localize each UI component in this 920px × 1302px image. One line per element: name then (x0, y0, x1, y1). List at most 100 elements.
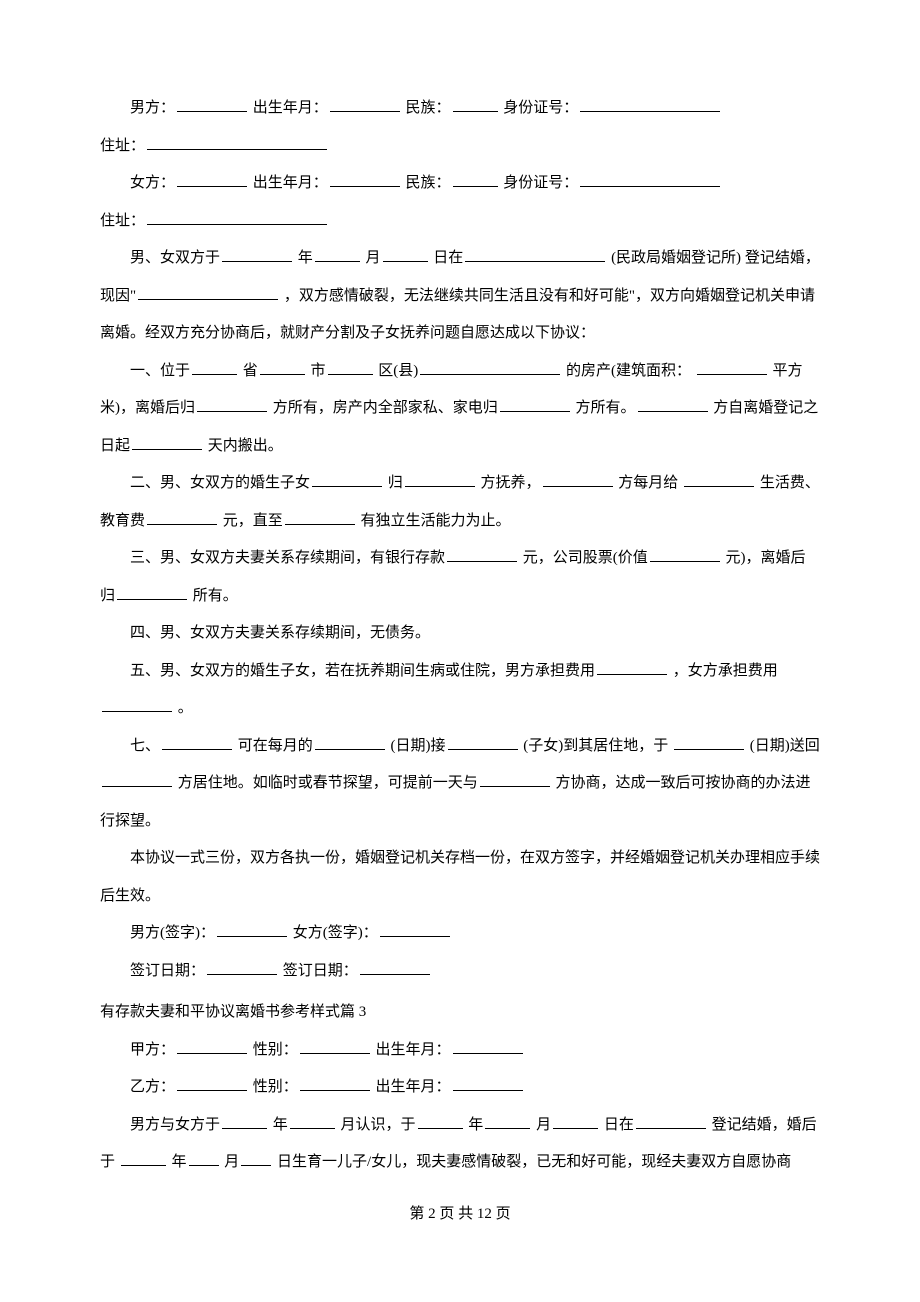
male-ethnicity-label: 民族： (406, 100, 451, 116)
blank-province (192, 357, 237, 375)
female-party-line-2: 住址： (100, 203, 820, 241)
male-party-line-1: 男方： 出生年月： 民族： 身份证号： (100, 90, 820, 128)
s3f: 日在 (604, 1117, 634, 1133)
clause-4: 四、男、女双方夫妻关系存续期间，无债务。 (100, 615, 820, 653)
c2d: 方每月给 (618, 475, 678, 491)
blank-belongs (117, 582, 187, 600)
blank-s3-d3 (241, 1148, 271, 1166)
blank-male-address (147, 132, 327, 150)
sig-female: 女方(签字)： (293, 925, 378, 941)
pa-dob: 出生年月： (376, 1042, 451, 1058)
blank-amount (147, 507, 217, 525)
female-ethnicity-label: 民族： (406, 175, 451, 191)
preamble-1b: 年 (298, 250, 313, 266)
blank-female-address (147, 207, 327, 225)
c3d: 所有。 (193, 588, 238, 604)
blank-s3-place (636, 1111, 706, 1129)
signature-line: 男方(签字)： 女方(签字)： (100, 915, 820, 953)
c5a: 五、男、女双方的婚生子女，若在抚养期间生病或住院，男方承担费用 (130, 663, 595, 679)
preamble-1e: (民政局婚姻登记所) (611, 250, 741, 266)
s3d: 年 (468, 1117, 483, 1133)
blank-custody (405, 469, 475, 487)
pa-label: 甲方： (130, 1042, 175, 1058)
c7d: (子女)到其居住地，于 (523, 738, 668, 754)
blank-date1 (207, 957, 277, 975)
female-label: 女方： (130, 175, 175, 191)
blank-sig-male (217, 919, 287, 937)
s3a: 男方与女方于 (130, 1117, 220, 1133)
c2a: 二、男、女双方的婚生子女 (130, 475, 310, 491)
male-id-label: 身份证号： (503, 100, 578, 116)
s3-preamble: 男方与女方于 年 月认识，于 年 月 日在 登记结婚，婚后于 年 月 日生育一儿… (100, 1107, 820, 1182)
date1: 签订日期： (130, 963, 205, 979)
blank-pa-dob (453, 1036, 523, 1054)
date-line: 签订日期： 签订日期： (100, 953, 820, 991)
blank-year (222, 244, 292, 262)
blank-days (132, 432, 202, 450)
c5c: 。 (178, 700, 193, 716)
preamble-para: 男、女双方于 年 月 日在 (民政局婚姻登记所) 登记结婚，现因" ，双方感情破… (100, 240, 820, 353)
c1b: 省 (243, 363, 258, 379)
blank-place (465, 244, 605, 262)
s3-title-text: 有存款夫妻和平协议离婚书参考样式篇 3 (100, 1004, 366, 1020)
clause-1: 一、位于 省 市 区(县) 的房产(建筑面积： 平方米)，离婚后归 方所有，房产… (100, 353, 820, 466)
male-party-line-2: 住址： (100, 128, 820, 166)
blank-male-name (177, 94, 247, 112)
preamble-1a: 男、女双方于 (130, 250, 220, 266)
sig-male: 男方(签字)： (130, 925, 215, 941)
blank-pb-gender (300, 1073, 370, 1091)
c2b: 归 (388, 475, 403, 491)
blank-sig-female (380, 919, 450, 937)
blank-male-ethnicity (453, 94, 498, 112)
pb-label: 乙方： (130, 1079, 175, 1095)
blank-pb-dob (453, 1073, 523, 1091)
s3i: 月 (224, 1154, 239, 1170)
male-dob-label: 出生年月： (253, 100, 328, 116)
blank-consult (480, 769, 550, 787)
blank-owner1 (197, 394, 267, 412)
c7e: (日期)送回 (750, 738, 820, 754)
footer-prefix: 第 (409, 1206, 424, 1222)
section-3-title: 有存款夫妻和平协议离婚书参考样式篇 3 (100, 994, 820, 1032)
female-party-line-1: 女方： 出生年月： 民族： 身份证号： (100, 165, 820, 203)
blank-return-to (102, 769, 172, 787)
c1j: 天内搬出。 (208, 438, 283, 454)
blank-deposit (447, 544, 517, 562)
blank-area (697, 357, 767, 375)
s3e: 月 (536, 1117, 551, 1133)
s3h: 年 (172, 1154, 187, 1170)
c1h: 方所有。 (576, 400, 636, 416)
blank-city (260, 357, 305, 375)
c2c: 方抚养， (481, 475, 541, 491)
party-a-line: 甲方： 性别： 出生年月： (100, 1032, 820, 1070)
blank-male-expense (597, 657, 667, 675)
blank-owner2 (500, 394, 570, 412)
clause-5: 五、男、女双方的婚生子女，若在抚养期间生病或住院，男方承担费用 ，女方承担费用 … (100, 653, 820, 728)
c1e: 的房产(建筑面积： (566, 363, 691, 379)
c7f: 方居住地。如临时或春节探望，可提前一天与 (178, 775, 478, 791)
c5b: ，女方承担费用 (673, 663, 778, 679)
blank-s3-y2 (418, 1111, 463, 1129)
preamble-1c: 月 (366, 250, 381, 266)
c4: 四、男、女双方夫妻关系存续期间，无债务。 (130, 625, 430, 641)
pb-gender: 性别： (253, 1079, 298, 1095)
blank-s3-m2 (485, 1111, 530, 1129)
blank-payer (543, 469, 613, 487)
pa-gender: 性别： (253, 1042, 298, 1058)
blank-male-dob (330, 94, 400, 112)
c2g: 有独立生活能力为止。 (361, 513, 511, 529)
blank-district (328, 357, 373, 375)
blank-reason (138, 282, 278, 300)
blank-month (315, 244, 360, 262)
date2: 签订日期： (283, 963, 358, 979)
c3b: 元，公司股票(价值 (523, 550, 648, 566)
blank-female-expense (102, 694, 172, 712)
blank-male-id (580, 94, 720, 112)
blank-until (285, 507, 355, 525)
footer-page: 2 (428, 1206, 436, 1222)
blank-female-ethnicity (453, 169, 498, 187)
blank-s3-m1 (290, 1111, 335, 1129)
c1c: 市 (311, 363, 326, 379)
blank-mover (638, 394, 708, 412)
blank-pa-name (177, 1036, 247, 1054)
